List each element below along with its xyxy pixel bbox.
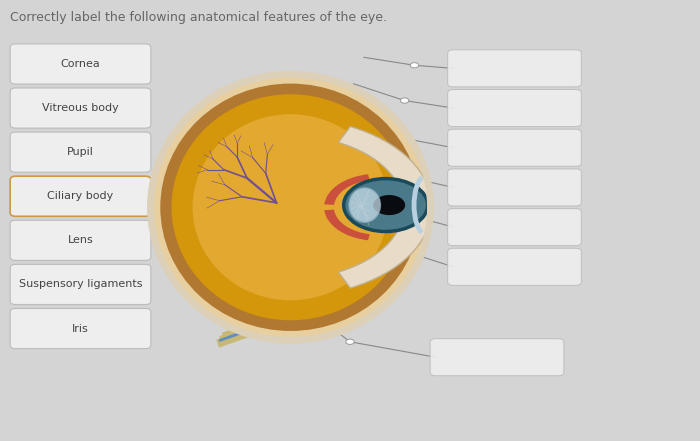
Text: Vitreous body: Vitreous body xyxy=(42,103,119,113)
Ellipse shape xyxy=(160,84,421,331)
FancyBboxPatch shape xyxy=(10,132,151,172)
FancyBboxPatch shape xyxy=(10,220,151,260)
FancyBboxPatch shape xyxy=(448,248,581,285)
Wedge shape xyxy=(324,209,370,240)
Text: Cornea: Cornea xyxy=(61,59,100,69)
Text: Pupil: Pupil xyxy=(67,147,94,157)
Ellipse shape xyxy=(193,114,389,300)
Ellipse shape xyxy=(150,74,430,340)
FancyBboxPatch shape xyxy=(10,88,151,128)
Circle shape xyxy=(346,339,354,344)
FancyBboxPatch shape xyxy=(10,176,151,216)
FancyBboxPatch shape xyxy=(10,309,151,348)
Ellipse shape xyxy=(172,94,410,320)
FancyBboxPatch shape xyxy=(430,339,564,376)
Text: Ciliary body: Ciliary body xyxy=(48,191,113,201)
FancyBboxPatch shape xyxy=(10,265,151,304)
FancyBboxPatch shape xyxy=(448,129,581,166)
Text: Correctly label the following anatomical features of the eye.: Correctly label the following anatomical… xyxy=(10,11,388,24)
Circle shape xyxy=(391,134,400,139)
Ellipse shape xyxy=(349,188,380,222)
FancyBboxPatch shape xyxy=(448,50,581,87)
FancyBboxPatch shape xyxy=(448,209,581,246)
Circle shape xyxy=(344,179,428,232)
Circle shape xyxy=(384,170,393,176)
Text: Lens: Lens xyxy=(68,235,93,245)
Text: Iris: Iris xyxy=(72,324,89,333)
Circle shape xyxy=(376,241,384,246)
Circle shape xyxy=(379,206,388,211)
Wedge shape xyxy=(338,127,432,288)
FancyBboxPatch shape xyxy=(448,169,581,206)
FancyBboxPatch shape xyxy=(448,90,581,127)
Text: Suspensory ligaments: Suspensory ligaments xyxy=(19,280,142,289)
Circle shape xyxy=(373,195,405,215)
Circle shape xyxy=(400,98,409,103)
Wedge shape xyxy=(324,174,370,205)
Circle shape xyxy=(410,63,419,68)
FancyBboxPatch shape xyxy=(10,44,151,84)
